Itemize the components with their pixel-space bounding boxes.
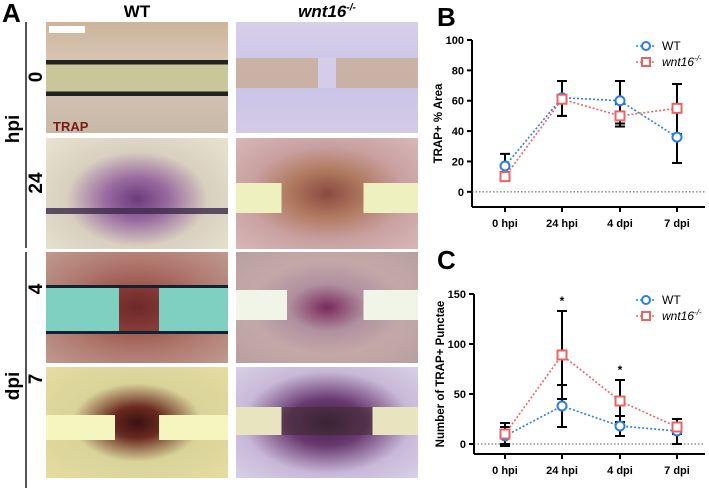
panel-a-letter: A bbox=[2, 0, 21, 28]
series-line-mutant bbox=[504, 353, 678, 435]
y-tick-label: 100 bbox=[448, 339, 466, 351]
mutant-label: wnt16 bbox=[298, 2, 347, 21]
micrograph-mut-0hpi bbox=[236, 22, 418, 133]
y-tick-label: 100 bbox=[446, 35, 464, 47]
micrograph-wt-24hpi bbox=[46, 138, 228, 249]
legend-label-mutant: wnt16-/- bbox=[662, 308, 702, 323]
data-point-wt bbox=[499, 160, 511, 172]
trap-stain-label: TRAP bbox=[53, 119, 89, 133]
panel-c-letter: C bbox=[437, 245, 456, 275]
x-tick-label: 7 dpi bbox=[664, 218, 690, 230]
legend-marker-wt bbox=[641, 295, 651, 305]
data-point-mutant bbox=[499, 171, 511, 183]
legend-marker-wt bbox=[641, 41, 651, 51]
x-tick-label: 0 hpi bbox=[492, 218, 518, 230]
y-tick-label: 60 bbox=[452, 96, 464, 108]
panel-b-letter: B bbox=[437, 2, 456, 32]
micrograph-wt-7dpi bbox=[46, 367, 228, 478]
scale-bar bbox=[49, 26, 85, 33]
x-tick-label: 24 hpi bbox=[546, 465, 578, 477]
legend-marker-mutant bbox=[641, 57, 651, 67]
dpi-bracket bbox=[25, 252, 27, 488]
data-point-wt bbox=[614, 420, 626, 432]
y-tick-label: 40 bbox=[452, 126, 464, 138]
x-tick-label: 4 dpi bbox=[607, 465, 633, 477]
micrograph-mut-7dpi bbox=[236, 367, 418, 478]
y-tick-label: 0 bbox=[458, 187, 464, 199]
y-tick-label: 50 bbox=[454, 389, 466, 401]
data-point-mutant bbox=[499, 428, 511, 440]
data-point-mutant bbox=[614, 110, 626, 122]
column-header-wt: WT bbox=[123, 2, 151, 21]
legend-label-wt: WT bbox=[662, 39, 681, 53]
series-line-wt bbox=[504, 405, 678, 437]
significance-marker: * bbox=[560, 294, 565, 308]
x-tick-label: 4 dpi bbox=[607, 218, 633, 230]
chart-c: 0 50 100 150 0 hpi 24 hpi 4 dpi 7 dpi Number of … bbox=[435, 289, 705, 477]
y-tick-label: 150 bbox=[448, 289, 466, 301]
data-point-wt bbox=[614, 95, 626, 107]
micrograph-mut-24hpi bbox=[236, 138, 418, 249]
legend-marker-mutant bbox=[641, 311, 651, 321]
y-tick-label: 0 bbox=[460, 439, 466, 451]
chart-b: 0 20 40 60 80 100 0 hpi 24 hpi 4 dpi 7 dpi TRAP+ %… bbox=[433, 35, 705, 230]
y-axis-label: Number of TRAP+ Punctae bbox=[435, 301, 447, 448]
micrograph-mut-4dpi bbox=[236, 252, 418, 363]
y-axis-label: TRAP+ % Area bbox=[433, 83, 445, 163]
x-tick-label: 7 dpi bbox=[664, 465, 690, 477]
data-point-mutant bbox=[671, 102, 683, 114]
data-point-mutant bbox=[556, 93, 568, 105]
mutant-superscript: -/- bbox=[346, 2, 356, 14]
micrograph-wt-4dpi bbox=[46, 252, 228, 363]
micrograph-wt-0hpi: TRAP bbox=[46, 22, 228, 133]
data-point-wt bbox=[556, 400, 568, 412]
significance-marker: * bbox=[618, 363, 623, 377]
series-line-mutant bbox=[504, 98, 678, 178]
data-point-mutant bbox=[614, 395, 626, 407]
data-point-mutant bbox=[671, 421, 683, 433]
y-tick-label: 20 bbox=[452, 156, 464, 168]
x-tick-label: 0 hpi bbox=[492, 465, 518, 477]
legend-label-mutant: wnt16-/- bbox=[662, 54, 702, 69]
legend-label-wt: WT bbox=[662, 293, 681, 307]
series-line-wt bbox=[504, 96, 678, 167]
column-header-mutant: wnt16-/- bbox=[236, 2, 418, 22]
data-point-wt bbox=[671, 131, 683, 143]
y-tick-label: 80 bbox=[452, 65, 464, 77]
hpi-bracket bbox=[25, 22, 27, 248]
data-point-mutant bbox=[556, 349, 568, 361]
x-tick-label: 24 hpi bbox=[546, 218, 578, 230]
